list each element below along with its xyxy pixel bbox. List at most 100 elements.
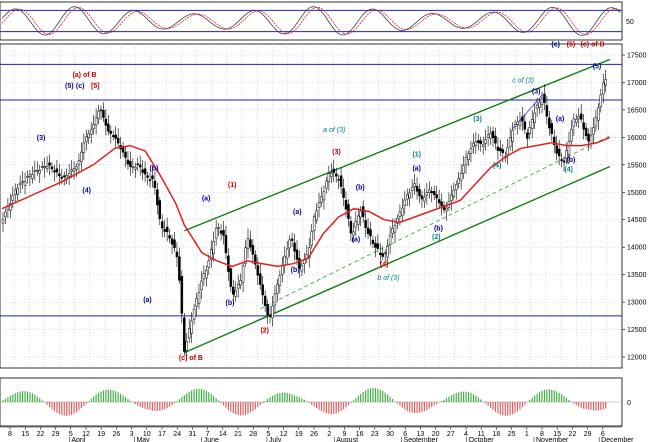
candlestick [479, 136, 482, 152]
candle-body [244, 247, 247, 264]
candlestick [187, 318, 191, 343]
candlestick [217, 223, 220, 237]
candle-body [60, 176, 64, 179]
candle-body [283, 255, 286, 266]
candlestick [1, 212, 5, 232]
candlestick [450, 185, 453, 211]
candlestick [432, 185, 436, 201]
oscillator-signal-line [1, 6, 621, 36]
wave-label: (1) [412, 152, 421, 159]
day-tick-label: 27 [447, 431, 455, 438]
candlestick [94, 108, 98, 135]
candle-body [582, 122, 585, 130]
candle-body [403, 199, 407, 206]
candle-body [423, 196, 426, 202]
candle-body [285, 248, 289, 259]
candle-body [158, 200, 162, 219]
candlestick [435, 185, 438, 208]
candle-body [342, 188, 345, 198]
candlestick [163, 219, 166, 238]
candle-body [376, 243, 380, 249]
candlestick [462, 156, 465, 179]
candle-body [80, 151, 83, 162]
candle-body [567, 141, 571, 155]
moving-average-line [1, 136, 611, 268]
wave-label: [5] [91, 83, 100, 90]
volume-panel: 0 [0, 377, 631, 427]
candlestick [249, 230, 252, 252]
candlestick [246, 228, 250, 259]
candlestick [210, 240, 213, 268]
candle-body [175, 251, 179, 258]
candle-body [161, 221, 164, 229]
candlestick [528, 120, 531, 140]
candle-body [65, 175, 68, 179]
candle-body [437, 199, 441, 204]
candlestick [486, 125, 490, 147]
day-tick-label: 8 [540, 431, 544, 438]
wave-label: (2) [432, 234, 441, 241]
candlestick [481, 136, 485, 155]
month-label: August [336, 437, 358, 442]
wave-label: (3) [37, 135, 46, 142]
candle-body [511, 130, 514, 142]
candlestick [92, 114, 95, 135]
wave-label: (a) [143, 297, 152, 304]
candlestick [508, 127, 512, 151]
candlestick [513, 119, 517, 131]
candlestick [474, 131, 478, 154]
candlestick [337, 174, 340, 190]
candle-body [589, 135, 593, 145]
candlestick [190, 312, 193, 343]
candlestick [234, 281, 237, 302]
candlestick [403, 190, 407, 215]
candlestick [87, 129, 90, 145]
candlestick [494, 127, 497, 150]
candlestick [251, 239, 255, 265]
wave-label: (a) [293, 209, 302, 216]
candlestick [312, 213, 316, 241]
candle-body [195, 298, 198, 307]
price-tick-label: 17500 [627, 52, 647, 59]
candle-body [151, 175, 154, 180]
candle-body [538, 102, 541, 108]
candlestick [383, 249, 387, 264]
candlestick [452, 182, 456, 201]
candle-body [594, 117, 598, 127]
candlestick [597, 103, 600, 130]
candlestick [604, 69, 607, 92]
candle-body [82, 142, 86, 153]
candle-body [521, 116, 524, 122]
oscillator-line [1, 6, 621, 36]
day-tick-label: 12 [82, 431, 90, 438]
candle-body [330, 172, 333, 178]
wave-label: (b) [291, 267, 300, 274]
wave-label: (a) of B [72, 72, 96, 79]
wave-label: (2) [260, 327, 269, 334]
candle-body [442, 205, 446, 210]
candle-body [357, 215, 360, 225]
candle-body [575, 119, 578, 123]
wave-label: (c) [76, 83, 85, 90]
candlestick [259, 263, 262, 290]
candlestick [205, 265, 208, 287]
candlestick [455, 180, 458, 200]
candlestick [141, 159, 144, 181]
price-tick-label: 16500 [627, 107, 647, 114]
candle-body [4, 211, 7, 218]
candlestick [50, 162, 54, 174]
month-label: July [269, 437, 282, 442]
candlestick [491, 126, 495, 147]
candle-body [11, 195, 15, 201]
candle-body [31, 174, 34, 179]
candlestick [484, 129, 487, 151]
day-tick-label: 16 [356, 431, 364, 438]
candle-body [332, 168, 335, 173]
candlestick [168, 228, 171, 243]
candle-body [361, 206, 365, 217]
month-label: September [404, 437, 439, 442]
day-tick-label: 26 [113, 431, 121, 438]
candlestick [496, 137, 500, 160]
candle-body [107, 123, 110, 132]
candlestick [43, 157, 46, 178]
